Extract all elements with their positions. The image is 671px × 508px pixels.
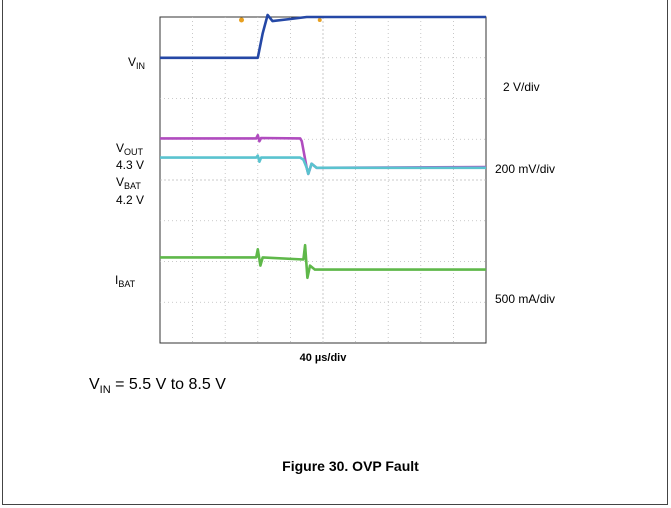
channel-level-vbat: 4.2 V bbox=[116, 193, 145, 207]
trigger-marker bbox=[239, 17, 244, 23]
oscilloscope-plot bbox=[159, 13, 487, 344]
plot-traces bbox=[160, 13, 487, 280]
timebase-label: 40 µs/div bbox=[299, 352, 347, 364]
plot-grid bbox=[159, 16, 487, 344]
trigger-marker-secondary bbox=[317, 18, 322, 22]
trace-vin bbox=[160, 13, 486, 60]
channel-level-vout: 4.3 V bbox=[116, 158, 145, 172]
test-condition: VIN = 5.5 V to 8.5 V bbox=[89, 376, 226, 396]
channel-label-vout: VOUT bbox=[116, 141, 144, 157]
scale-label-vin: 2 V/div bbox=[503, 80, 540, 94]
trace-vbat bbox=[160, 154, 486, 176]
channel-label-vin: VIN bbox=[128, 55, 146, 71]
trace-ibat bbox=[160, 243, 486, 280]
scale-label-vout: 200 mV/div bbox=[495, 162, 556, 176]
channel-label-vbat: VBAT bbox=[116, 175, 141, 191]
scale-label-ibat: 500 mA/div bbox=[495, 292, 556, 306]
figure-caption: Figure 30. OVP Fault bbox=[282, 458, 419, 474]
channel-label-ibat: IBAT bbox=[115, 273, 136, 289]
